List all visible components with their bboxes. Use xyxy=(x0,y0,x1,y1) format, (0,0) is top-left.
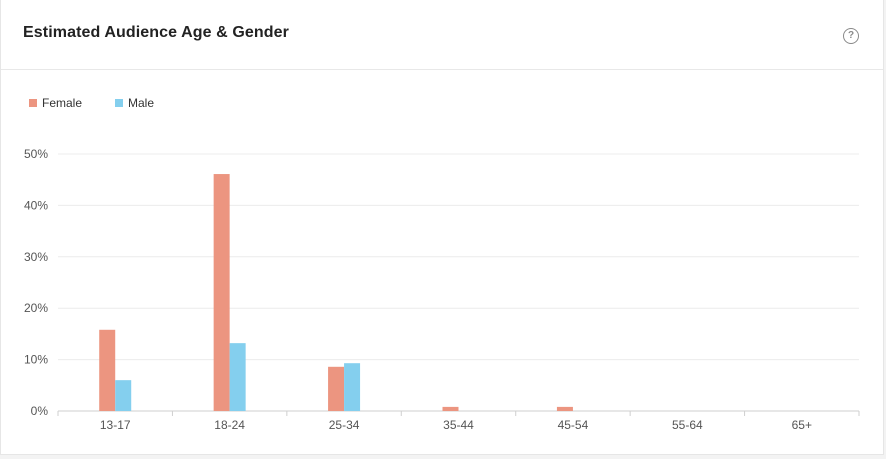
x-tick-label: 35-44 xyxy=(443,418,474,432)
x-tick-label: 25-34 xyxy=(329,418,360,432)
x-tick-label: 13-17 xyxy=(100,418,131,432)
legend-label-male: Male xyxy=(128,96,155,110)
card-title: Estimated Audience Age & Gender xyxy=(23,24,289,41)
legend-item-female[interactable]: Female xyxy=(29,96,82,110)
bar-female xyxy=(99,329,116,411)
y-tick-label: 20% xyxy=(24,301,48,315)
y-tick-label: 50% xyxy=(24,147,48,161)
y-tick-label: 10% xyxy=(24,353,48,367)
x-tick-label: 18-24 xyxy=(214,418,245,432)
bar-male xyxy=(229,343,246,411)
card-header: Estimated Audience Age & Gender ? xyxy=(1,0,883,70)
bar-female xyxy=(442,406,459,411)
x-tick-label: 65+ xyxy=(792,418,812,432)
y-tick-label: 0% xyxy=(31,404,49,418)
bar-male xyxy=(344,363,361,411)
bar-male xyxy=(115,380,132,411)
legend-swatch-female xyxy=(29,99,37,107)
legend-item-male[interactable]: Male xyxy=(115,96,154,110)
legend-swatch-male xyxy=(115,99,123,107)
bar-female xyxy=(213,174,230,411)
question-circle-icon[interactable]: ? xyxy=(843,28,859,44)
x-tick-label: 45-54 xyxy=(558,418,589,432)
y-tick-label: 40% xyxy=(24,198,48,212)
x-tick-label: 55-64 xyxy=(672,418,703,432)
bar-female xyxy=(556,406,573,411)
bar-female xyxy=(328,366,345,411)
legend-label-female: Female xyxy=(42,96,83,110)
y-tick-label: 30% xyxy=(24,250,48,264)
